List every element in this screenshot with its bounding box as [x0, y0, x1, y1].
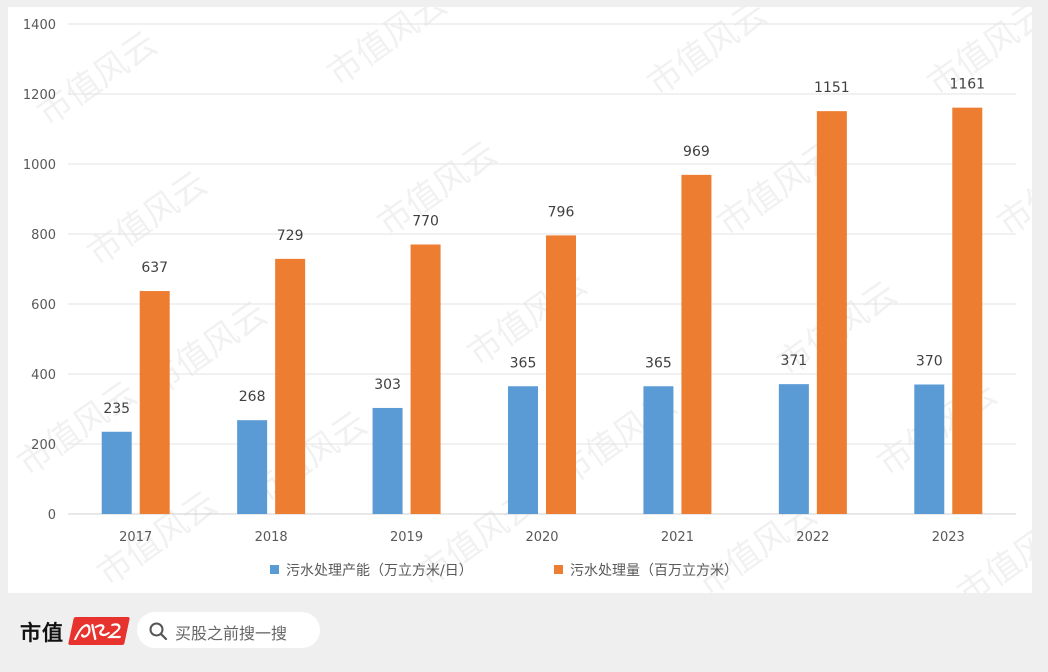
bar-capacity [914, 384, 945, 514]
search-box[interactable]: 买股之前搜一搜 [137, 612, 320, 648]
data-label-volume: 1161 [949, 77, 985, 93]
x-tick-label: 2021 [661, 530, 694, 545]
brand-name: 市值 [20, 620, 64, 645]
x-tick-label: 2020 [525, 530, 558, 545]
y-tick-label: 1000 [23, 158, 56, 173]
watermark-text: 市值风云 [30, 24, 164, 135]
bar-volume [410, 244, 441, 514]
bar-capacity [101, 431, 132, 514]
x-tick-label: 2019 [390, 530, 423, 545]
x-tick-label: 2023 [932, 530, 965, 545]
bar-volume [275, 258, 306, 514]
bar-capacity [643, 386, 674, 514]
footer-bar: 市值 买股之前搜一搜 [0, 600, 1048, 672]
data-label-volume: 969 [683, 144, 710, 160]
data-label-capacity: 370 [916, 354, 943, 370]
y-tick-label: 0 [48, 508, 56, 523]
data-label-capacity: 365 [510, 355, 537, 371]
search-placeholder: 买股之前搜一搜 [175, 624, 288, 643]
bar-volume [952, 107, 983, 515]
legend-swatch [554, 565, 563, 574]
bar-volume [816, 111, 847, 515]
data-label-capacity: 268 [239, 389, 266, 405]
y-tick-label: 1200 [23, 88, 56, 103]
data-label-volume: 796 [548, 204, 575, 220]
bar-volume [681, 174, 712, 514]
x-tick-label: 2018 [255, 530, 288, 545]
y-tick-label: 1400 [23, 18, 56, 33]
legend-label: 污水处理产能（万立方米/日） [286, 563, 473, 579]
bar-volume [546, 235, 576, 514]
y-tick-label: 800 [31, 228, 56, 243]
bar-volume [139, 291, 170, 514]
chart-card: 市值风云 市值风云 市值风云 市值风云 市值风云 市值风云 市值风云 市值风云 市值风云 市值风云… [8, 7, 1032, 593]
legend-label: 污水处理量（百万立方米） [570, 563, 738, 579]
watermark-text: 市值风云 [80, 164, 214, 275]
bar-capacity [778, 384, 809, 514]
x-tick-label: 2022 [796, 530, 829, 545]
legend-swatch [270, 565, 279, 574]
bar-capacity [508, 386, 538, 514]
data-label-capacity: 235 [103, 401, 130, 417]
watermark-text: 市值风云 [990, 134, 1032, 245]
watermark-text: 市值风云 [320, 7, 454, 94]
y-tick-label: 400 [31, 368, 56, 383]
watermark-text: 市值风云 [950, 504, 1032, 593]
data-label-volume: 1151 [814, 80, 850, 96]
data-label-volume: 770 [412, 214, 439, 230]
data-label-capacity: 365 [645, 355, 672, 371]
y-tick-label: 200 [31, 438, 56, 453]
bar-capacity [372, 407, 403, 514]
bar-capacity [237, 420, 268, 514]
data-label-capacity: 371 [780, 353, 807, 369]
y-tick-label: 600 [31, 298, 56, 313]
watermark-text: 市值风云 [640, 7, 774, 104]
data-label-capacity: 303 [374, 377, 401, 393]
search-icon [149, 622, 168, 641]
x-tick-label: 2017 [119, 530, 152, 545]
data-label-volume: 637 [141, 260, 168, 276]
brand-logo [68, 617, 130, 645]
data-label-volume: 729 [277, 228, 304, 244]
